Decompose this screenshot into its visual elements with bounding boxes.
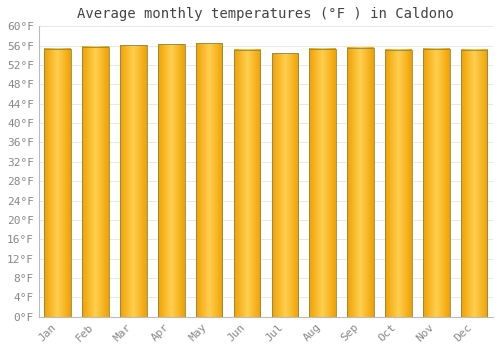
- Bar: [348, 48, 374, 317]
- Bar: [82, 47, 109, 317]
- Bar: [423, 49, 450, 317]
- Bar: [158, 44, 184, 317]
- Bar: [272, 53, 298, 317]
- Title: Average monthly temperatures (°F ) in Caldono: Average monthly temperatures (°F ) in Ca…: [78, 7, 454, 21]
- Bar: [234, 49, 260, 317]
- Bar: [120, 45, 146, 317]
- Bar: [385, 49, 411, 317]
- Bar: [310, 49, 336, 317]
- Bar: [44, 49, 71, 317]
- Bar: [196, 43, 222, 317]
- Bar: [461, 49, 487, 317]
